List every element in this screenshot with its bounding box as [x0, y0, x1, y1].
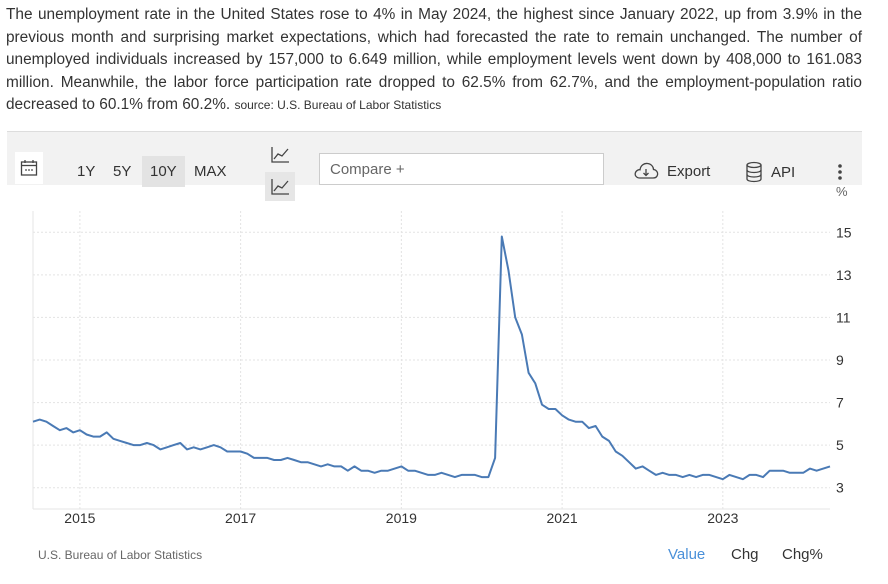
- x-tick-label: 2021: [547, 510, 578, 526]
- tab-chg[interactable]: Chg: [731, 546, 759, 563]
- y-tick-label: 7: [836, 395, 844, 411]
- summary-source: source: U.S. Bureau of Labor Statistics: [234, 98, 442, 113]
- calendar-button[interactable]: [15, 152, 43, 184]
- y-tick-label: 11: [836, 309, 851, 325]
- api-label: API: [771, 163, 796, 181]
- y-tick-label: 3: [836, 480, 844, 496]
- footer-source: U.S. Bureau of Labor Statistics: [38, 548, 203, 562]
- x-tick-label: 2019: [386, 510, 417, 526]
- range-max-button[interactable]: MAX: [194, 163, 227, 180]
- range-10y-button[interactable]: 10Y: [142, 156, 185, 187]
- range-5y-button[interactable]: 5Y: [113, 163, 132, 180]
- line-chart-icon: [271, 146, 289, 163]
- y-tick-label: 13: [836, 267, 852, 283]
- export-button[interactable]: Export: [633, 161, 710, 181]
- more-vertical-icon[interactable]: [837, 163, 843, 181]
- summary-paragraph: The unemployment rate in the United Stat…: [6, 4, 862, 117]
- x-tick-label: 2015: [64, 510, 95, 526]
- y-axis-unit-label: %: [836, 184, 848, 199]
- calendar-icon: [20, 160, 38, 176]
- x-tick-label: 2017: [225, 510, 256, 526]
- chart-type-line-selected-button[interactable]: [265, 172, 295, 201]
- chart-type-line-button[interactable]: [265, 140, 295, 169]
- cloud-download-icon: [634, 162, 659, 179]
- database-icon: [746, 161, 762, 183]
- x-tick-label: 2023: [707, 510, 738, 526]
- chart-toolbar: 1Y 5Y 10Y MAX Export: [7, 131, 862, 201]
- api-button[interactable]: API: [745, 161, 795, 183]
- chart-type-group: [265, 140, 295, 201]
- y-tick-label: 9: [836, 352, 844, 368]
- unemployment-rate-line: [32, 235, 831, 481]
- tab-value[interactable]: Value: [668, 546, 706, 563]
- tab-chg-percent[interactable]: Chg%: [782, 546, 823, 563]
- line-chart-icon: [271, 178, 289, 195]
- range-1y-button[interactable]: 1Y: [77, 163, 96, 180]
- y-tick-label: 5: [836, 437, 844, 453]
- y-tick-label: 15: [836, 224, 852, 240]
- summary-text: The unemployment rate in the United Stat…: [6, 6, 862, 114]
- compare-input[interactable]: [319, 153, 604, 185]
- export-label: Export: [667, 162, 711, 180]
